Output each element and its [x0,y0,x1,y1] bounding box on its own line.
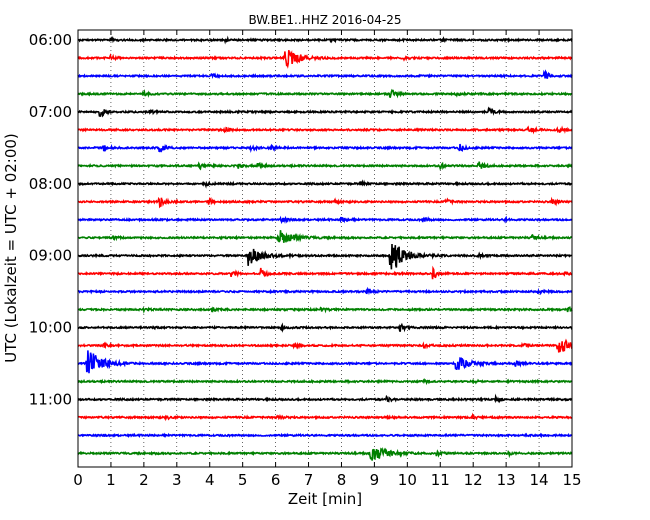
x-tick-label: 14 [530,471,549,489]
trace-line [77,350,573,374]
trace-line [77,432,573,439]
y-tick-label: 07:00 [29,103,72,121]
trace-line [77,243,573,270]
y-tick-label: 06:00 [29,31,72,49]
trace-line [77,196,573,209]
plot-frame [77,29,573,468]
y-tick-label: 09:00 [29,247,72,265]
y-axis-ticks: 06:00 07:00 08:00 09:00 10:00 11:00 [29,31,572,408]
trace-line [77,447,573,461]
y-tick-label: 10:00 [29,319,72,337]
trace-line [77,69,573,79]
x-tick-label: 0 [73,471,83,489]
trace-line [78,306,573,314]
trace-line [77,161,573,171]
x-tick-label: 9 [370,471,380,489]
trace-line [77,322,573,333]
trace-line [77,377,573,386]
x-tick-label: 15 [562,471,581,489]
trace-line [77,125,573,135]
x-tick-label: 1 [106,471,116,489]
trace-line [77,215,573,225]
x-tick-label: 11 [431,471,450,489]
y-tick-label: 11:00 [29,390,72,408]
trace-line [77,88,573,99]
trace-line [77,412,573,422]
x-tick-label: 6 [271,471,281,489]
vertical-gridlines [110,30,540,467]
y-tick-label: 08:00 [29,175,72,193]
x-tick-label: 5 [238,471,248,489]
chart-title: BW.BE1..HHZ 2016-04-25 [248,13,401,27]
x-axis-label: Zeit [min] [288,490,362,508]
x-axis-ticks: 0 1 2 3 4 5 6 7 8 9 10 11 12 13 14 15 [73,30,582,489]
x-tick-label: 10 [398,471,417,489]
trace-line [77,143,573,153]
trace-line [77,265,573,280]
x-tick-label: 3 [172,471,182,489]
x-tick-label: 12 [464,471,483,489]
trace-line [77,393,573,404]
x-tick-label: 4 [205,471,215,489]
seismic-traces [77,35,573,461]
x-tick-label: 7 [304,471,314,489]
trace-line [77,179,573,189]
trace-line [77,338,573,353]
x-tick-label: 8 [337,471,347,489]
trace-line [77,35,573,45]
x-tick-label: 2 [139,471,149,489]
x-tick-label: 13 [497,471,516,489]
trace-line [77,230,573,243]
y-axis-label: UTC (Lokalzeit = UTC + 02:00) [2,133,20,363]
trace-line [77,106,573,118]
trace-line [77,286,573,296]
trace-line [77,49,573,69]
